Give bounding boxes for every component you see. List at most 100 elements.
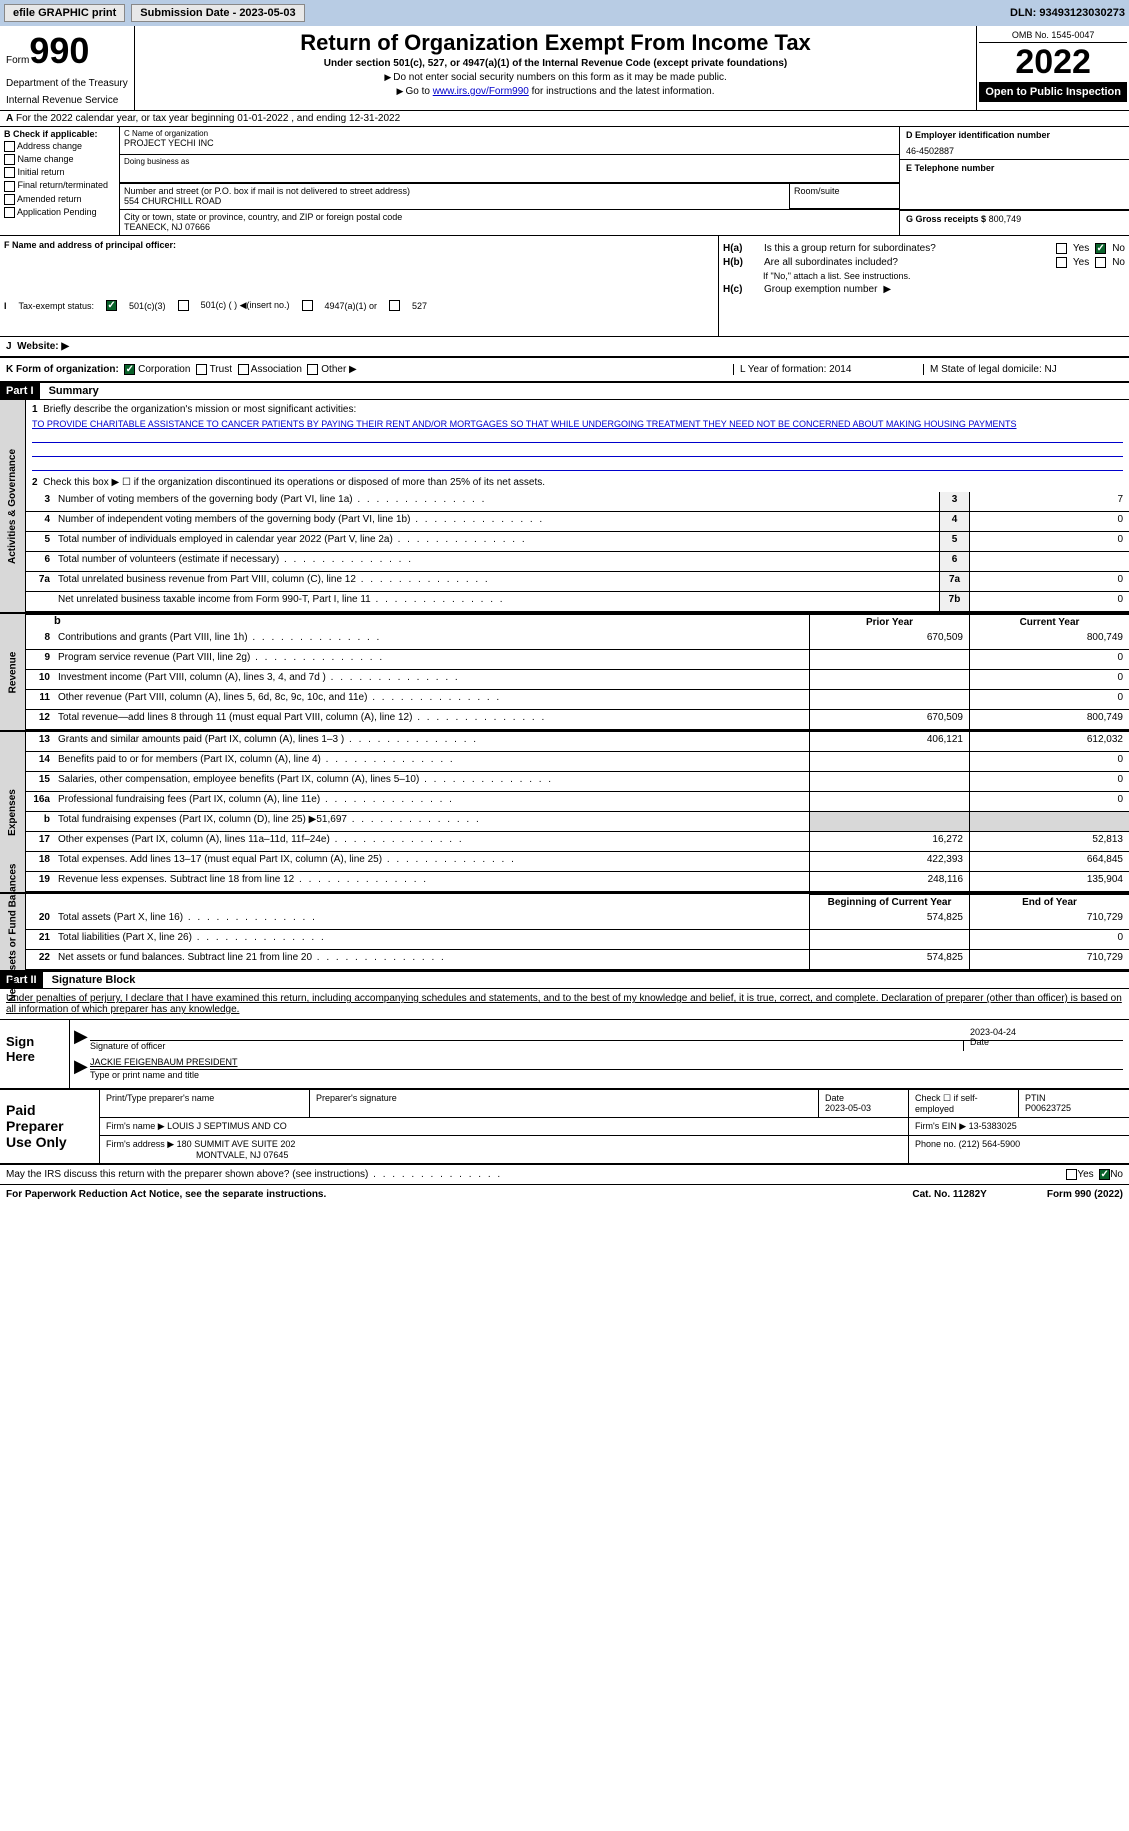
cb-final-return[interactable]: Final return/terminated xyxy=(18,180,109,190)
summary-line-text: Grants and similar amounts paid (Part IX… xyxy=(54,732,809,751)
current-year-value: 52,813 xyxy=(969,832,1129,851)
cb-name-change[interactable]: Name change xyxy=(18,154,74,164)
omb-number: OMB No. 1545-0047 xyxy=(979,28,1127,43)
hb-no[interactable] xyxy=(1095,257,1106,268)
room-label: Room/suite xyxy=(794,186,895,196)
summary-line-text: Total unrelated business revenue from Pa… xyxy=(54,572,939,591)
summary-value: 7 xyxy=(969,492,1129,511)
cb-other[interactable] xyxy=(307,364,318,375)
side-activities: Activities & Governance xyxy=(7,449,18,564)
prior-year-value: 16,272 xyxy=(809,832,969,851)
sig-officer-label: Signature of officer xyxy=(90,1041,963,1051)
sig-date: 2023-04-24 xyxy=(970,1027,1123,1037)
date-label: Date xyxy=(970,1037,989,1047)
summary-value: 0 xyxy=(969,512,1129,531)
form-label: Form xyxy=(6,55,29,66)
row-a-calendar-year: A For the 2022 calendar year, or tax yea… xyxy=(0,111,1129,127)
hb-note: If "No," attach a list. See instructions… xyxy=(763,271,1125,281)
section-b-label: B Check if applicable: xyxy=(4,129,98,139)
summary-line-text: Total expenses. Add lines 13–17 (must eq… xyxy=(54,852,809,871)
firm-ein: 13-5383025 xyxy=(969,1121,1017,1131)
efile-button[interactable]: efile GRAPHIC print xyxy=(4,4,125,22)
cb-trust[interactable] xyxy=(196,364,207,375)
officer-name: JACKIE FEIGENBAUM PRESIDENT xyxy=(90,1057,1123,1067)
addr-label: Number and street (or P.O. box if mail i… xyxy=(124,186,785,196)
perjury-declaration: Under penalties of perjury, I declare th… xyxy=(0,989,1129,1019)
org-name: PROJECT YECHI INC xyxy=(124,138,895,148)
city-state-zip: TEANECK, NJ 07666 xyxy=(124,222,895,232)
current-year-value: 800,749 xyxy=(969,710,1129,729)
discuss-yes[interactable] xyxy=(1066,1169,1077,1180)
summary-line-text: Total number of volunteers (estimate if … xyxy=(54,552,939,571)
type-name-label: Type or print name and title xyxy=(90,1070,199,1080)
cb-4947[interactable] xyxy=(302,300,313,311)
cb-501c[interactable] xyxy=(178,300,189,311)
discuss-question: May the IRS discuss this return with the… xyxy=(6,1169,1066,1180)
goto-instruction: Go to www.irs.gov/Form990 for instructio… xyxy=(139,86,973,97)
summary-line-text: Professional fundraising fees (Part IX, … xyxy=(54,792,809,811)
mission-text: TO PROVIDE CHARITABLE ASSISTANCE TO CANC… xyxy=(26,419,1129,429)
current-year-value xyxy=(969,812,1129,831)
summary-line-text: Other expenses (Part IX, column (A), lin… xyxy=(54,832,809,851)
hb-text: Are all subordinates included? xyxy=(764,257,1050,268)
side-net-assets: Net Assets or Fund Balances xyxy=(7,863,18,1001)
prior-year-value xyxy=(809,792,969,811)
check-self-employed[interactable]: Check ☐ if self-employed xyxy=(909,1090,1019,1117)
cb-initial-return[interactable]: Initial return xyxy=(18,167,65,177)
ha-text: Is this a group return for subordinates? xyxy=(764,243,1050,254)
summary-value: 0 xyxy=(969,532,1129,551)
prior-year-value xyxy=(809,650,969,669)
cb-application-pending[interactable]: Application Pending xyxy=(17,207,97,217)
city-label: City or town, state or province, country… xyxy=(124,212,895,222)
summary-line-text: Benefits paid to or for members (Part IX… xyxy=(54,752,809,771)
summary-line-text: Total liabilities (Part X, line 26) xyxy=(54,930,809,949)
summary-line-text: Total fundraising expenses (Part IX, col… xyxy=(54,812,809,831)
prior-year-value xyxy=(809,690,969,709)
summary-line-text: Other revenue (Part VIII, column (A), li… xyxy=(54,690,809,709)
discuss-no[interactable] xyxy=(1099,1169,1110,1180)
current-year-value: 0 xyxy=(969,650,1129,669)
cat-number: Cat. No. 11282Y xyxy=(912,1189,986,1200)
prior-year-header: Prior Year xyxy=(809,614,969,630)
irs-link[interactable]: www.irs.gov/Form990 xyxy=(433,86,529,97)
prior-year-value: 670,509 xyxy=(809,630,969,649)
cb-amended-return[interactable]: Amended return xyxy=(17,194,82,204)
summary-value: 0 xyxy=(969,592,1129,611)
prior-year-value: 248,116 xyxy=(809,872,969,891)
end-year-header: End of Year xyxy=(969,894,1129,910)
ptin-value: P00623725 xyxy=(1025,1103,1071,1113)
line2-text: Check this box ▶ ☐ if the organization d… xyxy=(43,477,545,488)
paperwork-notice: For Paperwork Reduction Act Notice, see … xyxy=(6,1189,912,1200)
summary-line-text: Net assets or fund balances. Subtract li… xyxy=(54,950,809,969)
street-address: 554 CHURCHILL ROAD xyxy=(124,196,785,206)
cb-association[interactable] xyxy=(238,364,249,375)
line1-label: Briefly describe the organization's miss… xyxy=(43,404,356,415)
side-revenue: Revenue xyxy=(7,651,18,693)
expenses-section: Expenses 13Grants and similar amounts pa… xyxy=(0,732,1129,894)
open-public-badge: Open to Public Inspection xyxy=(979,82,1127,102)
cb-501c3[interactable] xyxy=(106,300,117,311)
website-label: Website: ▶ xyxy=(17,341,69,352)
current-year-value: 0 xyxy=(969,670,1129,689)
org-name-label: C Name of organization xyxy=(124,129,895,138)
part2-title: Signature Block xyxy=(46,972,142,988)
form-title: Return of Organization Exempt From Incom… xyxy=(139,30,973,56)
current-year-value: 0 xyxy=(969,690,1129,709)
firm-addr2: MONTVALE, NJ 07645 xyxy=(196,1150,288,1160)
net-assets-section: Net Assets or Fund Balances Beginning of… xyxy=(0,894,1129,972)
cb-corporation[interactable] xyxy=(124,364,135,375)
prior-year-value: 574,825 xyxy=(809,950,969,969)
cb-address-change[interactable]: Address change xyxy=(17,141,82,151)
prior-year-value: 574,825 xyxy=(809,910,969,929)
summary-line-text: Number of independent voting members of … xyxy=(54,512,939,531)
revenue-section: Revenue bPrior YearCurrent Year 8Contrib… xyxy=(0,614,1129,732)
state-domicile: M State of legal domicile: NJ xyxy=(923,364,1123,375)
firm-name: LOUIS J SEPTIMUS AND CO xyxy=(167,1121,287,1131)
part1-title: Summary xyxy=(43,383,105,399)
ha-no[interactable] xyxy=(1095,243,1106,254)
tax-exempt-label: Tax-exempt status: xyxy=(19,301,95,311)
year-formation: L Year of formation: 2014 xyxy=(733,364,923,375)
current-year-value: 612,032 xyxy=(969,732,1129,751)
cb-527[interactable] xyxy=(389,300,400,311)
current-year-value: 135,904 xyxy=(969,872,1129,891)
